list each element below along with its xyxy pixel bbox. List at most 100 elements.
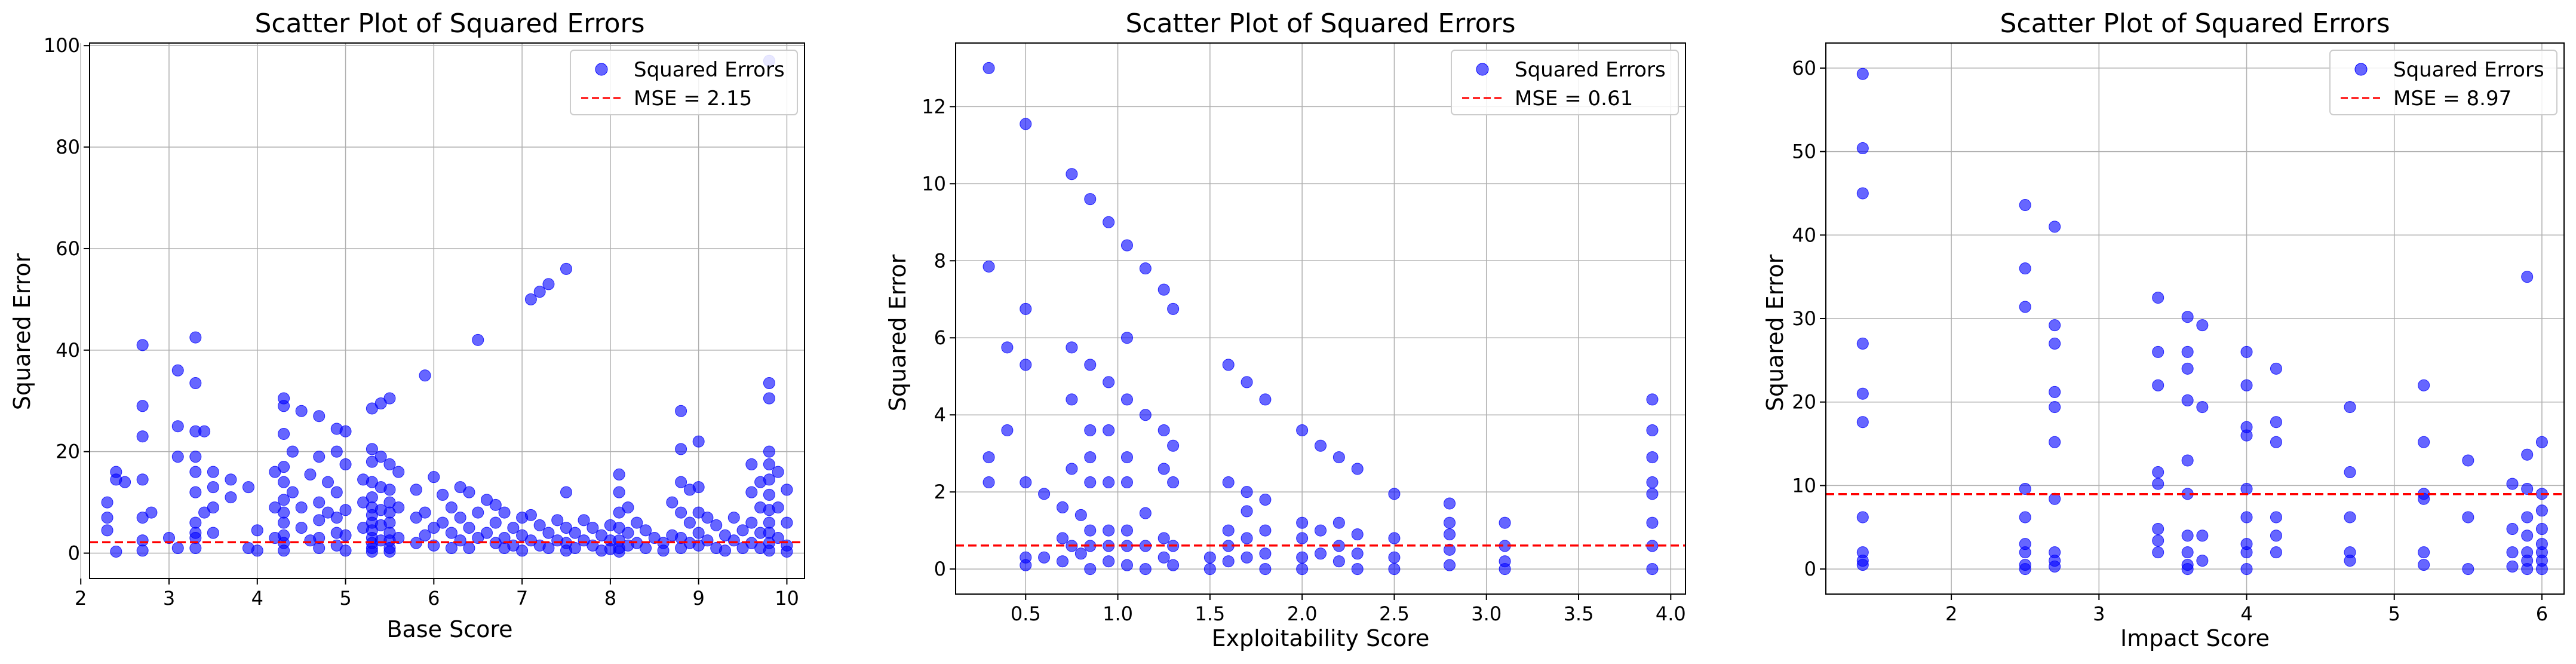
legend-label-mse: MSE = 8.97 [2393,87,2511,111]
data-point [1001,341,1014,354]
data-point [1167,302,1180,315]
data-point [251,544,263,557]
data-point [1084,524,1097,537]
data-point [198,425,211,437]
data-point [781,516,793,529]
data-point [781,484,793,496]
data-point [1120,476,1133,489]
data-point [136,400,149,412]
data-point [542,278,555,290]
data-point [587,522,599,534]
data-point [772,466,784,478]
data-point [1332,451,1345,464]
data-point [2270,416,2282,429]
data-point [1259,494,1272,506]
x-tick-label: 1.0 [1103,602,1133,625]
data-point [1167,476,1180,489]
data-point [330,445,343,458]
data-point [1084,563,1097,576]
data-point [1222,359,1235,371]
data-point [2196,555,2209,567]
data-point [1120,393,1133,406]
data-point [1139,563,1152,576]
data-point [2240,379,2253,391]
data-point [145,506,158,519]
y-tick-label: 100 [44,34,80,57]
data-point [781,545,793,558]
data-point [507,522,520,534]
data-point [2506,560,2519,573]
data-point [982,451,995,464]
y-tick-label: 0 [1804,558,1816,580]
data-point [1056,555,1069,568]
data-point [2240,482,2253,495]
data-point [1296,516,1309,529]
data-point [622,501,634,514]
data-point [2240,511,2253,524]
data-point [207,527,219,539]
data-point [1157,424,1170,436]
data-point [1296,551,1309,564]
data-point [2521,530,2534,542]
legend: Squared Errors MSE = 2.15 [570,50,798,115]
data-point [330,486,343,498]
data-point [1157,463,1170,475]
data-point [383,545,396,558]
data-point [136,534,149,547]
data-point [1646,393,1659,406]
data-point [763,392,775,405]
data-point [2240,429,2253,442]
grid [80,43,805,579]
data-point [1120,332,1133,344]
data-point [2462,563,2474,576]
data-point [189,331,202,344]
data-point [1444,528,1456,541]
data-point [524,509,537,521]
y-axis-label: Squared Error [885,254,911,411]
data-point [2152,292,2164,304]
data-point [304,468,317,481]
data-point [383,484,396,496]
data-point [278,427,290,440]
x-tick-label: 3.5 [1564,602,1594,625]
data-point [2344,401,2356,414]
x-ticks: 2 3 4 5 6 [1945,594,2548,625]
data-point [1444,543,1456,556]
data-point [1066,463,1078,475]
data-point [1139,507,1152,519]
data-point [278,400,290,412]
data-point [2152,523,2164,536]
scatter-points [101,54,793,558]
data-point [2152,345,2164,358]
data-point [119,476,131,488]
x-tick-label: 10 [775,587,799,610]
data-point [278,494,290,506]
data-point [2535,523,2548,536]
data-point [2019,482,2031,495]
data-point [2049,436,2061,448]
data-point [2240,563,2253,576]
data-point [1157,551,1170,564]
data-point [1038,551,1051,564]
data-point [189,542,202,555]
x-tick-label: 1.5 [1195,602,1225,625]
data-point [445,501,458,514]
y-tick-label: 0 [68,542,80,565]
data-point [1856,511,1869,524]
data-point [2418,436,2430,448]
data-point [1388,532,1401,544]
data-point [1139,409,1152,421]
x-tick-label: 6 [2536,602,2548,625]
data-point [1646,488,1659,500]
data-point [207,481,219,494]
data-point [2019,546,2031,559]
data-point [2506,523,2519,536]
data-point [1856,337,1869,350]
data-point [374,451,387,463]
data-point [2019,301,2031,313]
data-point [1120,524,1133,537]
data-point [1259,393,1272,406]
data-point [2019,511,2031,524]
chart-title: Scatter Plot of Squared Errors [2000,8,2390,39]
data-point [1241,505,1253,518]
